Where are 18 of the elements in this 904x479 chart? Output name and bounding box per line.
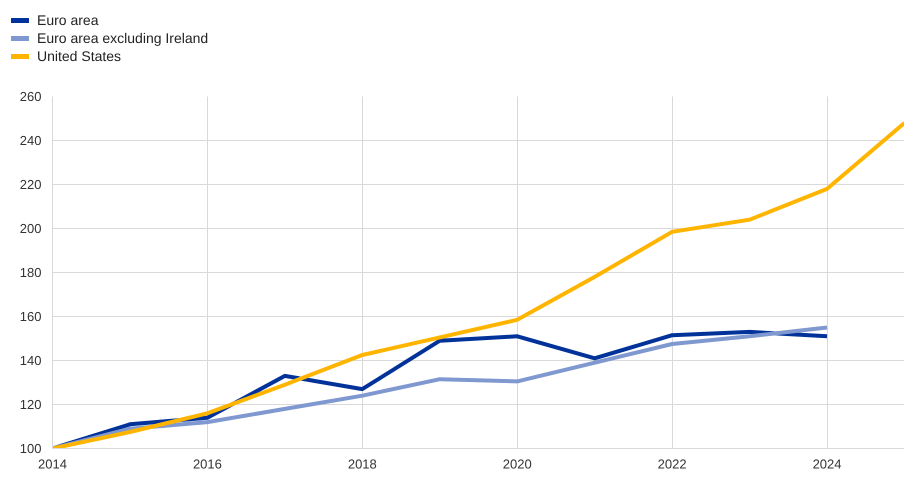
- x-tick-label: 2020: [502, 456, 532, 472]
- x-tick-label: 2018: [348, 456, 377, 472]
- y-tick-label: 200: [20, 221, 42, 236]
- x-tick-label: 2014: [38, 456, 67, 472]
- legend-label: Euro area excluding Ireland: [37, 29, 208, 48]
- y-tick-label: 180: [20, 265, 42, 280]
- y-tick-label: 260: [20, 89, 42, 104]
- y-tick-label: 220: [20, 177, 42, 192]
- x-tick-label: 2016: [192, 456, 222, 472]
- legend-label: United States: [37, 47, 122, 66]
- legend-label: Euro area: [37, 11, 98, 30]
- x-tick-label: 2024: [812, 456, 842, 472]
- x-tick-label: 2022: [658, 456, 687, 472]
- y-tick-label: 140: [20, 353, 42, 368]
- y-tick-label: 240: [20, 133, 42, 148]
- y-tick-label: 100: [20, 441, 42, 456]
- y-tick-label: 160: [20, 309, 42, 324]
- y-tick-label: 120: [20, 397, 42, 412]
